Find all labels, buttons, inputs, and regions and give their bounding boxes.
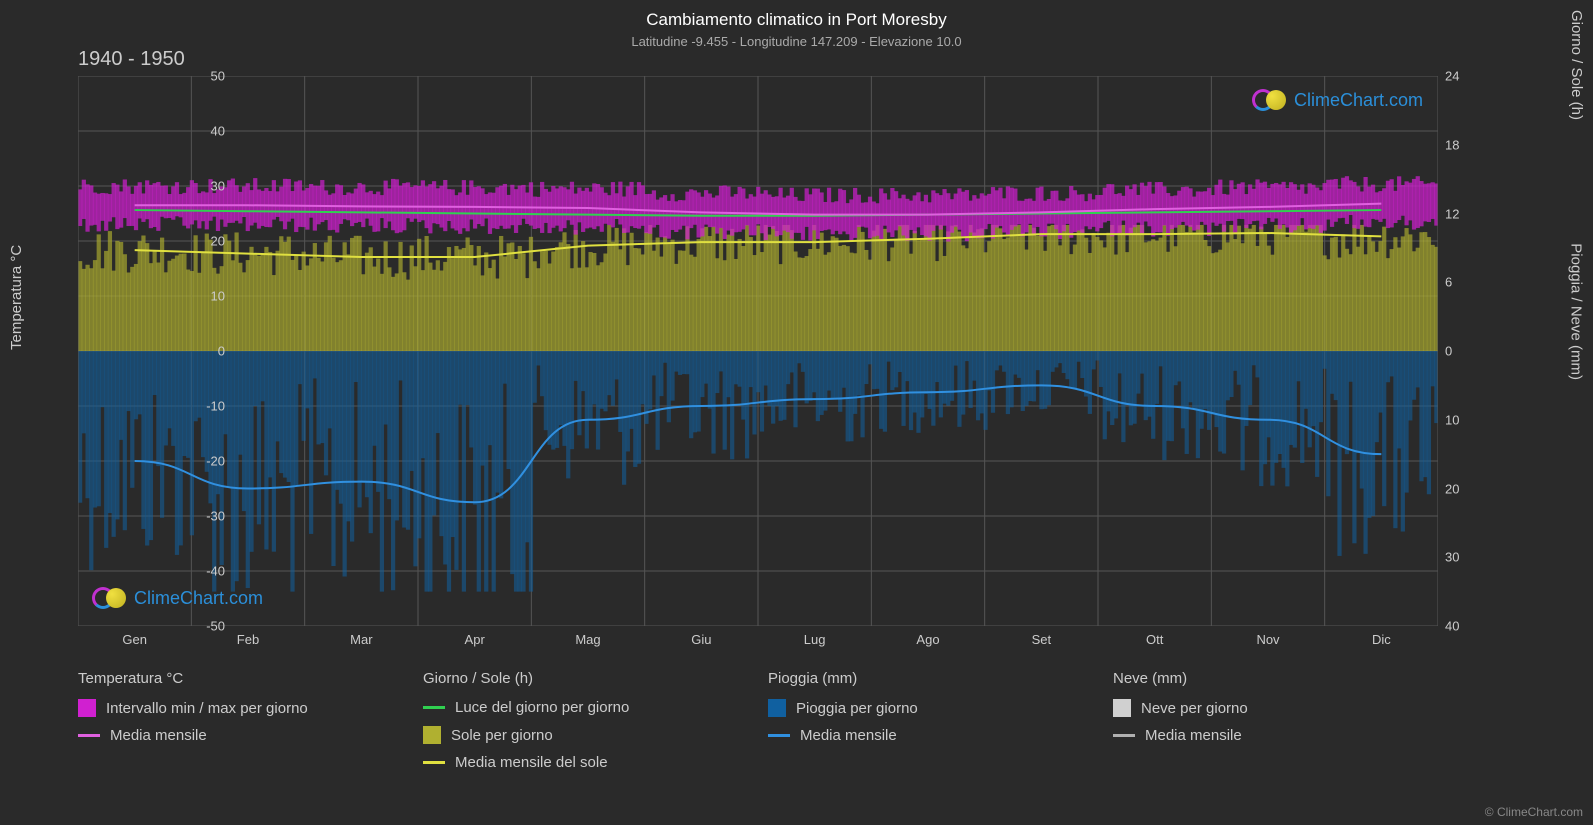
- y-tick-left: 40: [211, 124, 225, 139]
- y-tick-left: -50: [206, 619, 225, 634]
- legend-swatch: [423, 761, 445, 764]
- x-tick-month: Ott: [1146, 632, 1163, 647]
- y-tick-right: 0: [1445, 344, 1452, 359]
- legend-label: Media mensile del sole: [455, 754, 608, 771]
- y-tick-right: 10: [1445, 412, 1459, 427]
- legend-item: Media mensile del sole: [423, 754, 748, 771]
- y-tick-right: 12: [1445, 206, 1459, 221]
- legend-item: Intervallo min / max per giorno: [78, 699, 403, 717]
- y-axis-right-bottom-label: Pioggia / Neve (mm): [1568, 243, 1585, 380]
- legend-swatch: [768, 734, 790, 737]
- x-tick-month: Nov: [1256, 632, 1279, 647]
- legend-item: Neve per giorno: [1113, 699, 1438, 717]
- legend-col-rain: Pioggia (mm) Pioggia per giorno Media men…: [768, 670, 1093, 781]
- chart-subtitle: Latitudine -9.455 - Longitudine 147.209 …: [0, 30, 1593, 49]
- legend-item: Media mensile: [768, 727, 1093, 744]
- legend-header: Pioggia (mm): [768, 670, 1093, 687]
- y-tick-right: 40: [1445, 619, 1459, 634]
- legend-label: Pioggia per giorno: [796, 700, 918, 717]
- legend-label: Sole per giorno: [451, 727, 553, 744]
- legend-col-daylight: Giorno / Sole (h) Luce del giorno per gi…: [423, 670, 748, 781]
- y-tick-left: 10: [211, 289, 225, 304]
- logo-text: ClimeChart.com: [134, 588, 263, 609]
- legend-swatch: [768, 699, 786, 717]
- chart-title: Cambiamento climatico in Port Moresby: [0, 0, 1593, 30]
- y-tick-right: 6: [1445, 275, 1452, 290]
- legend-label: Media mensile: [1145, 727, 1242, 744]
- legend-col-snow: Neve (mm) Neve per giorno Media mensile: [1113, 670, 1438, 781]
- chart-plot-area: [78, 76, 1438, 626]
- legend-label: Neve per giorno: [1141, 700, 1248, 717]
- y-tick-right: 18: [1445, 137, 1459, 152]
- x-tick-month: Apr: [465, 632, 485, 647]
- chart-svg: [78, 76, 1438, 626]
- logo-watermark-top: ClimeChart.com: [1252, 88, 1423, 112]
- legend-swatch: [423, 706, 445, 709]
- y-axis-left-label: Temperatura °C: [8, 245, 25, 350]
- legend-header: Temperatura °C: [78, 670, 403, 687]
- legend-header: Giorno / Sole (h): [423, 670, 748, 687]
- legend-item: Media mensile: [1113, 727, 1438, 744]
- x-tick-month: Lug: [804, 632, 826, 647]
- logo-icon: [1252, 88, 1288, 112]
- x-tick-month: Mag: [575, 632, 600, 647]
- y-tick-right: 30: [1445, 550, 1459, 565]
- logo-text: ClimeChart.com: [1294, 90, 1423, 111]
- y-tick-left: 30: [211, 179, 225, 194]
- legend-swatch: [1113, 734, 1135, 737]
- legend-header: Neve (mm): [1113, 670, 1438, 687]
- legend-item: Pioggia per giorno: [768, 699, 1093, 717]
- logo-icon: [92, 586, 128, 610]
- y-tick-left: 20: [211, 234, 225, 249]
- legend-item: Media mensile: [78, 727, 403, 744]
- year-range: 1940 - 1950: [78, 48, 185, 71]
- y-tick-left: -30: [206, 509, 225, 524]
- y-tick-left: -40: [206, 564, 225, 579]
- legend-label: Media mensile: [800, 727, 897, 744]
- legend-col-temperature: Temperatura °C Intervallo min / max per …: [78, 670, 403, 781]
- legend-item: Sole per giorno: [423, 726, 748, 744]
- x-tick-month: Mar: [350, 632, 372, 647]
- x-tick-month: Gen: [122, 632, 147, 647]
- y-tick-right: 20: [1445, 481, 1459, 496]
- x-tick-month: Feb: [237, 632, 259, 647]
- y-tick-left: -20: [206, 454, 225, 469]
- legend-label: Luce del giorno per giorno: [455, 699, 629, 716]
- y-tick-left: 0: [218, 344, 225, 359]
- legend-swatch: [78, 699, 96, 717]
- y-tick-left: 50: [211, 69, 225, 84]
- x-tick-month: Dic: [1372, 632, 1391, 647]
- legend-item: Luce del giorno per giorno: [423, 699, 748, 716]
- legend-swatch: [423, 726, 441, 744]
- x-tick-month: Set: [1032, 632, 1052, 647]
- x-tick-month: Giu: [691, 632, 711, 647]
- legend: Temperatura °C Intervallo min / max per …: [78, 670, 1438, 781]
- x-tick-month: Ago: [916, 632, 939, 647]
- y-tick-right: 24: [1445, 69, 1459, 84]
- legend-swatch: [1113, 699, 1131, 717]
- copyright: © ClimeChart.com: [1485, 805, 1583, 819]
- legend-swatch: [78, 734, 100, 737]
- legend-label: Intervallo min / max per giorno: [106, 700, 308, 717]
- y-axis-right-top-label: Giorno / Sole (h): [1568, 10, 1585, 120]
- y-tick-left: -10: [206, 399, 225, 414]
- legend-label: Media mensile: [110, 727, 207, 744]
- logo-watermark-bottom: ClimeChart.com: [92, 586, 263, 610]
